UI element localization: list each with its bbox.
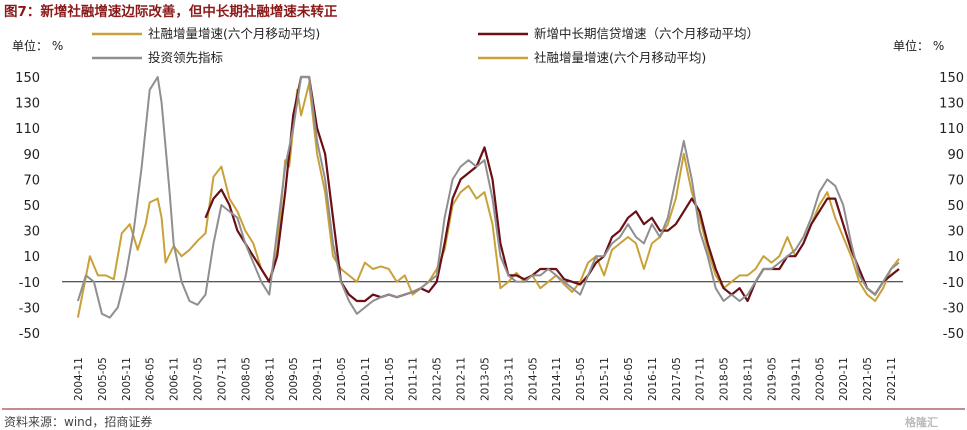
x-tick-label: 2017-11 (695, 357, 707, 401)
right-axis-ticks: -50 -30 -10 10 30 50 70 90 110 130 150 (939, 71, 964, 342)
x-tick-label: 2014-11 (551, 357, 563, 401)
x-tick-label: 2007-05 (193, 357, 205, 401)
left-axis-ticks: -50 -30 -10 10 30 50 70 90 110 130 150 (15, 71, 40, 342)
y-tick-label-left: 10 (23, 250, 40, 265)
series-line-2 (204, 75, 900, 303)
x-tick-label: 2005-11 (121, 357, 133, 401)
x-tick-label: 2006-05 (145, 357, 157, 401)
y-tick-label-right: -30 (943, 301, 964, 316)
x-tick-label: 2016-05 (623, 357, 635, 401)
x-tick-label: 2006-11 (169, 357, 181, 401)
y-tick-label-right: 30 (947, 225, 964, 240)
y-tick-label-right: 90 (947, 148, 964, 163)
watermark: 格隆汇 (905, 415, 938, 429)
x-tick-label: 2020-11 (838, 357, 850, 401)
series-line-1 (76, 82, 900, 318)
x-tick-label: 2021-11 (886, 357, 898, 401)
x-tick-label: 2008-05 (240, 357, 252, 401)
chart-title: 图7：新增社融增速边际改善，但中长期社融增速未转正 (4, 3, 338, 20)
legend-label: 新增中长期信贷增速（六个月移动平均） (534, 26, 759, 41)
x-tick-label: 2009-11 (312, 357, 324, 401)
x-tick-label: 2004-11 (73, 357, 85, 401)
x-tick-label: 2018-11 (743, 357, 755, 401)
x-tick-label: 2013-11 (503, 357, 515, 401)
x-tick-label: 2021-05 (862, 357, 874, 401)
y-tick-label-left: 30 (23, 225, 40, 240)
y-tick-label-left: -30 (19, 301, 40, 316)
right-axis-unit: 单位： % (893, 38, 944, 53)
y-tick-label-right: 50 (947, 199, 964, 214)
legend-label: 社融增量增速(六个月移动平均) (148, 26, 320, 41)
x-tick-label: 2011-11 (408, 357, 420, 401)
x-tick-label: 2007-11 (216, 357, 228, 401)
x-tick-label: 2017-05 (671, 357, 683, 401)
y-tick-label-left: 90 (23, 148, 40, 163)
legend-label: 社融增量增速(六个月移动平均) (534, 50, 706, 65)
x-tick-label: 2010-05 (336, 357, 348, 401)
y-tick-label-left: -50 (19, 327, 40, 342)
x-tick-label: 2012-05 (432, 357, 444, 401)
source-note: 资料来源：wind，招商证券 (4, 414, 152, 429)
x-tick-label: 2019-11 (790, 357, 802, 401)
x-tick-label: 2012-11 (456, 357, 468, 401)
x-tick-label: 2011-05 (384, 357, 396, 401)
x-tick-label: 2013-05 (479, 357, 491, 401)
y-tick-label-left: 150 (15, 71, 40, 86)
y-tick-label-left: -10 (19, 276, 40, 291)
x-axis-ticks: 2004-11 2005-05 2005-11 2006-05 2006-11 2007-… (73, 357, 898, 401)
y-tick-label-left: 70 (23, 173, 40, 188)
series-layer (76, 75, 900, 319)
series-line-3 (76, 76, 900, 319)
y-tick-label-right: 110 (939, 122, 964, 137)
y-tick-label-right: 130 (939, 97, 964, 112)
y-tick-label-left: 110 (15, 122, 40, 137)
y-tick-label-left: 130 (15, 97, 40, 112)
y-tick-label-right: -10 (943, 276, 964, 291)
x-tick-label: 2016-11 (647, 357, 659, 401)
x-tick-label: 2018-05 (719, 357, 731, 401)
x-tick-label: 2008-11 (264, 357, 276, 401)
y-tick-label-left: 50 (23, 199, 40, 214)
y-tick-label-right: -50 (943, 327, 964, 342)
y-tick-label-right: 150 (939, 71, 964, 86)
left-axis-unit: 单位： % (12, 38, 63, 53)
y-tick-label-right: 10 (947, 250, 964, 265)
x-tick-label: 2019-05 (766, 357, 778, 401)
x-tick-label: 2015-11 (599, 357, 611, 401)
legend: 社融增量增速(六个月移动平均) 新增中长期信贷增速（六个月移动平均） 投资领先指标 社… (92, 26, 759, 65)
x-tick-label: 2015-05 (575, 357, 587, 401)
x-tick-label: 2009-05 (288, 357, 300, 401)
x-tick-label: 2005-05 (97, 357, 109, 401)
y-tick-label-right: 70 (947, 173, 964, 188)
legend-label: 投资领先指标 (148, 50, 223, 65)
x-tick-label: 2014-05 (527, 357, 539, 401)
x-tick-label: 2020-05 (814, 357, 826, 401)
x-tick-label: 2010-11 (360, 357, 372, 401)
